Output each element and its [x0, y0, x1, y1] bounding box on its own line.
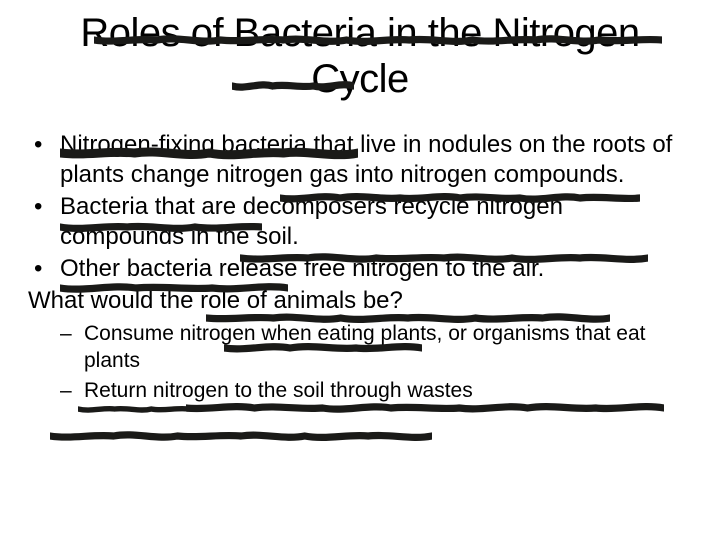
bullet-item: Bacteria that are decomposers recycle ni… — [28, 192, 692, 252]
bullet-item: Other bacteria release free nitrogen to … — [28, 254, 692, 284]
scribble-mark — [50, 428, 432, 444]
scribble-mark — [78, 402, 188, 416]
sub-text: Consume nitrogen when eating plants, or … — [84, 322, 646, 372]
sub-list: Consume nitrogen when eating plants, or … — [28, 320, 692, 404]
sub-item: Consume nitrogen when eating plants, or … — [28, 320, 692, 375]
sub-text: Return nitrogen to the soil through wast… — [84, 379, 473, 402]
bullet-text: Bacteria that are decomposers recycle ni… — [60, 193, 563, 250]
bullet-item: Nitrogen-fixing bacteria that live in no… — [28, 130, 692, 190]
bullet-text: Other bacteria release free nitrogen to … — [60, 255, 544, 282]
slide-title: Roles of Bacteria in the Nitrogen Cycle — [28, 10, 692, 102]
slide: Roles of Bacteria in the Nitrogen Cycle … — [0, 0, 720, 540]
sub-item: Return nitrogen to the soil through wast… — [28, 377, 692, 404]
question-line: What would the role of animals be? Consu… — [28, 286, 692, 404]
body-list: Nitrogen-fixing bacteria that live in no… — [28, 130, 692, 404]
question-text: What would the role of animals be? — [28, 287, 403, 314]
bullet-text: Nitrogen-fixing bacteria that live in no… — [60, 131, 672, 188]
